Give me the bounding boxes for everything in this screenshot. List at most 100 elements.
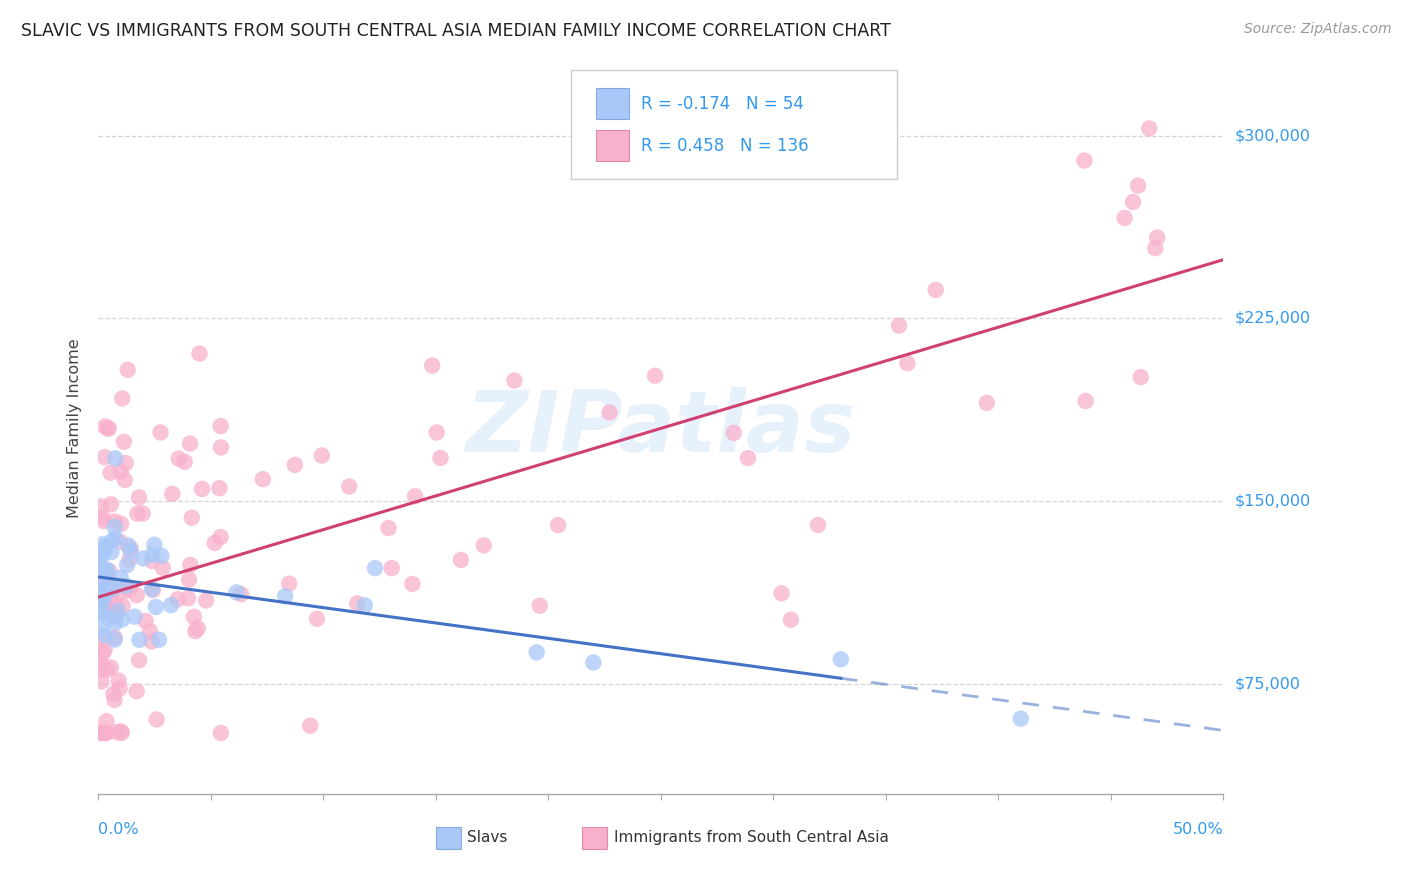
Point bbox=[529, 599, 551, 613]
Point bbox=[114, 473, 136, 487]
Point bbox=[145, 599, 167, 614]
Point bbox=[96, 714, 118, 728]
Point bbox=[225, 585, 247, 599]
Point bbox=[101, 533, 124, 548]
Point bbox=[90, 587, 112, 601]
Point bbox=[346, 596, 368, 610]
Point bbox=[188, 346, 211, 360]
Point bbox=[93, 450, 115, 464]
Point bbox=[141, 554, 163, 568]
Point bbox=[381, 561, 404, 575]
Point bbox=[90, 592, 112, 607]
Point bbox=[96, 563, 118, 577]
Point bbox=[278, 576, 301, 591]
Point bbox=[132, 507, 155, 521]
Point bbox=[770, 586, 793, 600]
Point bbox=[644, 368, 666, 383]
Point bbox=[183, 609, 205, 624]
Y-axis label: Median Family Income: Median Family Income bbox=[67, 338, 83, 518]
FancyBboxPatch shape bbox=[571, 70, 897, 179]
Point bbox=[160, 598, 183, 612]
Point bbox=[830, 652, 852, 666]
Point bbox=[120, 544, 142, 558]
Point bbox=[141, 634, 163, 648]
Point bbox=[103, 582, 125, 597]
Text: 50.0%: 50.0% bbox=[1173, 822, 1223, 837]
Point bbox=[93, 514, 115, 528]
Point bbox=[401, 577, 423, 591]
Point bbox=[582, 656, 605, 670]
Point bbox=[150, 549, 173, 563]
Point bbox=[98, 593, 121, 607]
Point bbox=[108, 534, 131, 549]
Point bbox=[104, 609, 127, 624]
Point bbox=[98, 564, 121, 578]
Point bbox=[1129, 370, 1152, 384]
Point bbox=[162, 487, 184, 501]
Point bbox=[117, 538, 139, 552]
Point bbox=[209, 441, 232, 455]
Point bbox=[1114, 211, 1136, 225]
Point bbox=[353, 599, 375, 613]
Point bbox=[723, 425, 745, 440]
Point bbox=[91, 646, 114, 660]
Point bbox=[127, 507, 149, 521]
Point bbox=[107, 673, 129, 688]
Point bbox=[209, 530, 232, 544]
Point bbox=[166, 592, 188, 607]
Point bbox=[337, 479, 360, 493]
Point bbox=[167, 451, 190, 466]
Point bbox=[91, 581, 114, 595]
Point bbox=[184, 624, 207, 639]
Point bbox=[177, 591, 200, 606]
Point bbox=[209, 419, 232, 434]
Text: ZIPatlas: ZIPatlas bbox=[465, 386, 856, 470]
Point bbox=[1010, 712, 1032, 726]
Text: $300,000: $300,000 bbox=[1234, 128, 1310, 143]
Point bbox=[128, 491, 150, 505]
Point bbox=[90, 560, 112, 574]
Point bbox=[149, 425, 172, 440]
Point bbox=[1126, 178, 1149, 193]
Point bbox=[429, 450, 451, 465]
Point bbox=[91, 537, 114, 551]
Point bbox=[100, 660, 122, 674]
Point bbox=[104, 598, 127, 612]
Point bbox=[110, 570, 132, 584]
Point bbox=[135, 614, 157, 628]
Point bbox=[98, 612, 121, 626]
Point bbox=[115, 579, 138, 593]
Point bbox=[90, 726, 112, 740]
Point bbox=[91, 596, 114, 610]
Point bbox=[114, 456, 136, 470]
Point bbox=[143, 538, 166, 552]
Text: $225,000: $225,000 bbox=[1234, 311, 1310, 326]
Point bbox=[191, 482, 214, 496]
Point bbox=[110, 724, 132, 739]
Point bbox=[110, 465, 132, 479]
Point bbox=[526, 645, 548, 659]
Text: SLAVIC VS IMMIGRANTS FROM SOUTH CENTRAL ASIA MEDIAN FAMILY INCOME CORRELATION CH: SLAVIC VS IMMIGRANTS FROM SOUTH CENTRAL … bbox=[21, 22, 891, 40]
Point bbox=[110, 516, 132, 531]
Point bbox=[90, 606, 112, 620]
Point bbox=[103, 631, 125, 645]
Text: R = 0.458   N = 136: R = 0.458 N = 136 bbox=[641, 136, 808, 154]
Point bbox=[1144, 241, 1167, 255]
Point bbox=[107, 604, 129, 618]
Point bbox=[274, 589, 297, 603]
Bar bbox=[596, 88, 630, 119]
Point bbox=[472, 538, 495, 552]
Point bbox=[90, 636, 112, 650]
Point bbox=[780, 613, 803, 627]
Text: Slavs: Slavs bbox=[467, 830, 508, 846]
Point bbox=[97, 421, 120, 435]
Point bbox=[179, 558, 201, 572]
Point bbox=[96, 566, 118, 580]
Point bbox=[111, 599, 134, 613]
Point bbox=[503, 374, 526, 388]
Point bbox=[94, 726, 117, 740]
Text: R = -0.174   N = 54: R = -0.174 N = 54 bbox=[641, 95, 803, 112]
Point bbox=[142, 582, 165, 597]
Point bbox=[104, 615, 127, 630]
Point bbox=[132, 551, 155, 566]
